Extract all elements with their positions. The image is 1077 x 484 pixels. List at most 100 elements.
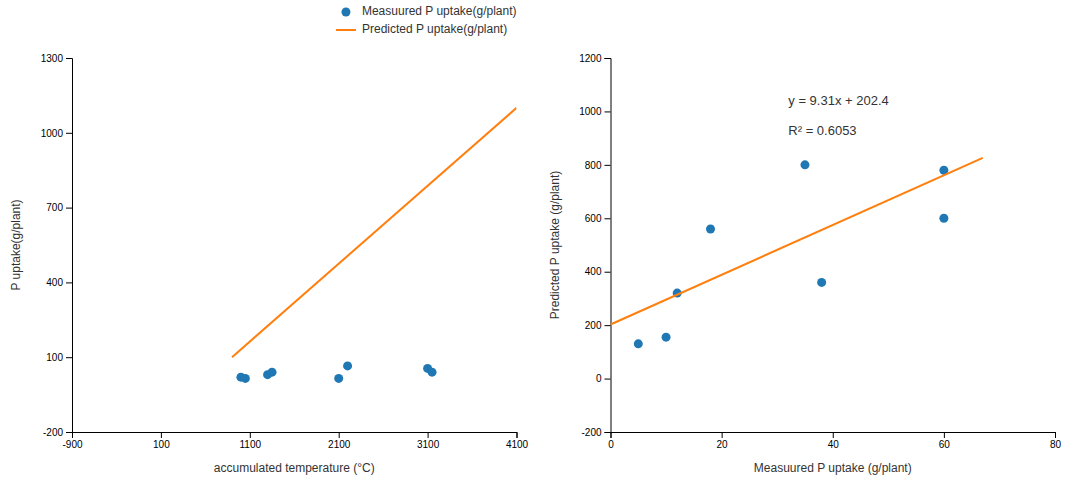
tick-mark — [66, 432, 72, 433]
y-axis-title: Predicted P uptake (g/plant) — [548, 171, 562, 320]
x-tick: 3100 — [417, 432, 440, 450]
legend-entry: Predicted P uptake(g/plant) — [336, 22, 507, 36]
legend-entry: Measuured P uptake(g/plant) — [341, 4, 516, 18]
scatter-point — [343, 361, 352, 370]
panel: -900 100 1100 2100 3100 4100 -200 100 400 700 1000… — [9, 4, 529, 475]
chart-root: -9001001100210031004100-2001004007001000… — [0, 0, 1077, 484]
y-tick: -200 — [581, 427, 610, 438]
tick-mark — [605, 111, 611, 112]
tick-label: 60 — [939, 439, 951, 450]
tick-label: 3100 — [417, 439, 440, 450]
tick-mark — [605, 272, 611, 273]
tick-mark — [605, 432, 611, 433]
scatter-point — [634, 339, 643, 348]
tick-label: 800 — [585, 160, 602, 171]
legend-symbol — [341, 8, 350, 17]
legend-label: Measuured P uptake(g/plant) — [362, 4, 517, 18]
y-tick: 1200 — [579, 53, 610, 64]
annotation: y = 9.31x + 202.4 — [788, 93, 888, 108]
y-tick: 1000 — [579, 106, 610, 117]
y-tick: 700 — [46, 202, 72, 213]
tick-mark — [66, 282, 72, 283]
y-tick: 600 — [585, 213, 611, 224]
y-tick: 400 — [46, 277, 72, 288]
y-tick: -200 — [43, 427, 72, 438]
tick-label: 100 — [153, 439, 170, 450]
tick-mark — [605, 379, 611, 380]
y-tick: 1000 — [41, 128, 72, 139]
tick-mark — [339, 432, 340, 438]
y-tick: 0 — [596, 373, 611, 384]
x-tick: 40 — [828, 432, 840, 450]
y-axis: -200 100 400 700 1000 1300 — [41, 53, 73, 438]
x-tick: 2100 — [328, 432, 351, 450]
tick-label: 400 — [585, 266, 602, 277]
x-axis-title: accumulated temperature (°C) — [214, 461, 375, 475]
scatter-point — [662, 333, 671, 342]
tick-mark — [722, 432, 723, 438]
tick-label: 1000 — [579, 106, 602, 117]
tick-label: 700 — [46, 202, 63, 213]
tick-label: 1100 — [240, 439, 262, 450]
x-tick: -900 — [62, 432, 82, 450]
tick-mark — [66, 58, 72, 59]
plot-area — [611, 158, 983, 348]
y-tick: 800 — [585, 160, 611, 171]
scatter-point — [268, 368, 277, 377]
series-line — [232, 108, 516, 357]
tick-mark — [605, 58, 611, 59]
scatter-point — [817, 278, 826, 287]
tick-mark — [1055, 432, 1056, 438]
x-tick: 4100 — [506, 432, 529, 450]
tick-label: -900 — [62, 439, 82, 450]
plot-area — [232, 108, 516, 383]
panel: 020406080-200020040060080010001200Measuu… — [548, 53, 1062, 475]
tick-mark — [517, 432, 518, 438]
tick-label: -200 — [43, 427, 63, 438]
tick-mark — [66, 208, 72, 209]
x-tick: 1100 — [240, 432, 262, 450]
tick-mark — [66, 357, 72, 358]
scatter-point — [800, 160, 809, 169]
tick-label: 1000 — [41, 128, 64, 139]
scatter-point — [706, 224, 715, 233]
tick-mark — [833, 432, 834, 438]
tick-label: 400 — [46, 277, 63, 288]
tick-mark — [161, 432, 162, 438]
tick-mark — [605, 218, 611, 219]
tick-mark — [66, 133, 72, 134]
tick-label: 600 — [585, 213, 602, 224]
y-tick: 200 — [585, 320, 611, 331]
x-tick: 0 — [608, 432, 614, 450]
tick-label: 2100 — [328, 439, 351, 450]
tick-label: 40 — [828, 439, 840, 450]
x-axis: -900 100 1100 2100 3100 4100 — [62, 432, 528, 450]
scatter-point — [241, 374, 250, 383]
tick-label: -200 — [581, 427, 601, 438]
axis-line — [73, 433, 518, 439]
tick-label: 80 — [1050, 439, 1062, 450]
y-axis-title: P uptake(g/plant) — [9, 199, 23, 290]
scatter-point — [428, 368, 437, 377]
axis-line — [66, 59, 73, 433]
tick-label: 100 — [46, 352, 63, 363]
tick-mark — [605, 325, 611, 326]
y-axis: -200 0 200 400 600 800 1000 1200 — [579, 53, 611, 438]
x-tick: 80 — [1050, 432, 1062, 450]
x-axis-title: Measuured P uptake (g/plant) — [754, 461, 912, 475]
tick-label: 200 — [585, 320, 602, 331]
tick-mark — [428, 432, 429, 438]
annotation: R² = 0.6053 — [788, 123, 856, 138]
tick-label: 1200 — [579, 53, 602, 64]
legend: Measuured P uptake(g/plant) Predicted P u… — [336, 4, 517, 36]
tick-mark — [944, 432, 945, 438]
tick-label: 1300 — [41, 53, 64, 64]
axis-line — [611, 433, 1056, 439]
y-tick: 400 — [585, 266, 611, 277]
tick-mark — [605, 165, 611, 166]
scatter-point — [334, 374, 343, 383]
legend-symbol — [336, 29, 356, 31]
x-axis: 020406080 — [608, 432, 1061, 450]
tick-label: 4100 — [506, 439, 529, 450]
tick-label: 0 — [608, 439, 614, 450]
